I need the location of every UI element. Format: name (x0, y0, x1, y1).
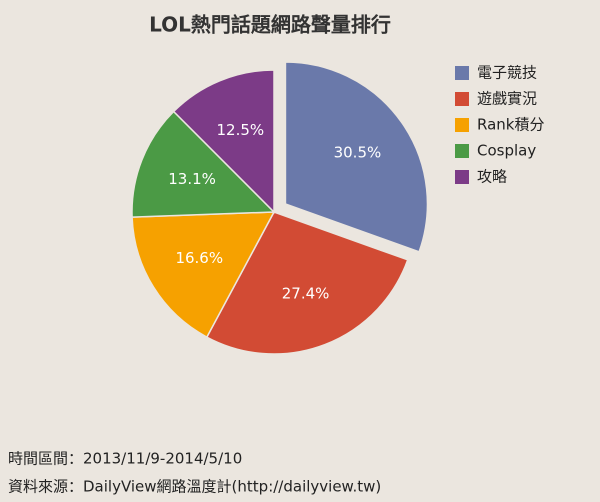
legend-swatch (455, 144, 469, 158)
data-label: 16.6% (175, 249, 223, 267)
legend-label: 遊戲實況 (477, 90, 537, 108)
footnote: 資料來源：DailyView網路溫度計(http://dailyview.tw) (8, 478, 381, 496)
legend-swatch (455, 170, 469, 184)
legend-label: Cosplay (477, 142, 536, 160)
legend-swatch (455, 92, 469, 106)
legend-label: Rank積分 (477, 116, 544, 134)
pie-slice (131, 110, 276, 218)
pie-slice (131, 211, 276, 339)
chart-title: LOL熱門話題網路聲量排行 (149, 13, 391, 37)
data-label: 27.4% (282, 285, 330, 303)
footnote: 時間區間：2013/11/9-2014/5/10 (8, 450, 242, 468)
legend-label: 電子競技 (477, 64, 537, 82)
data-label: 12.5% (217, 121, 265, 139)
data-label: 30.5% (334, 144, 382, 162)
pie-slice (284, 61, 429, 253)
legend-label: 攻略 (477, 168, 507, 186)
data-label: 13.1% (168, 170, 216, 188)
pie-slice (205, 211, 409, 355)
legend-swatch (455, 118, 469, 132)
pie-slice (172, 69, 275, 214)
legend-swatch (455, 66, 469, 80)
